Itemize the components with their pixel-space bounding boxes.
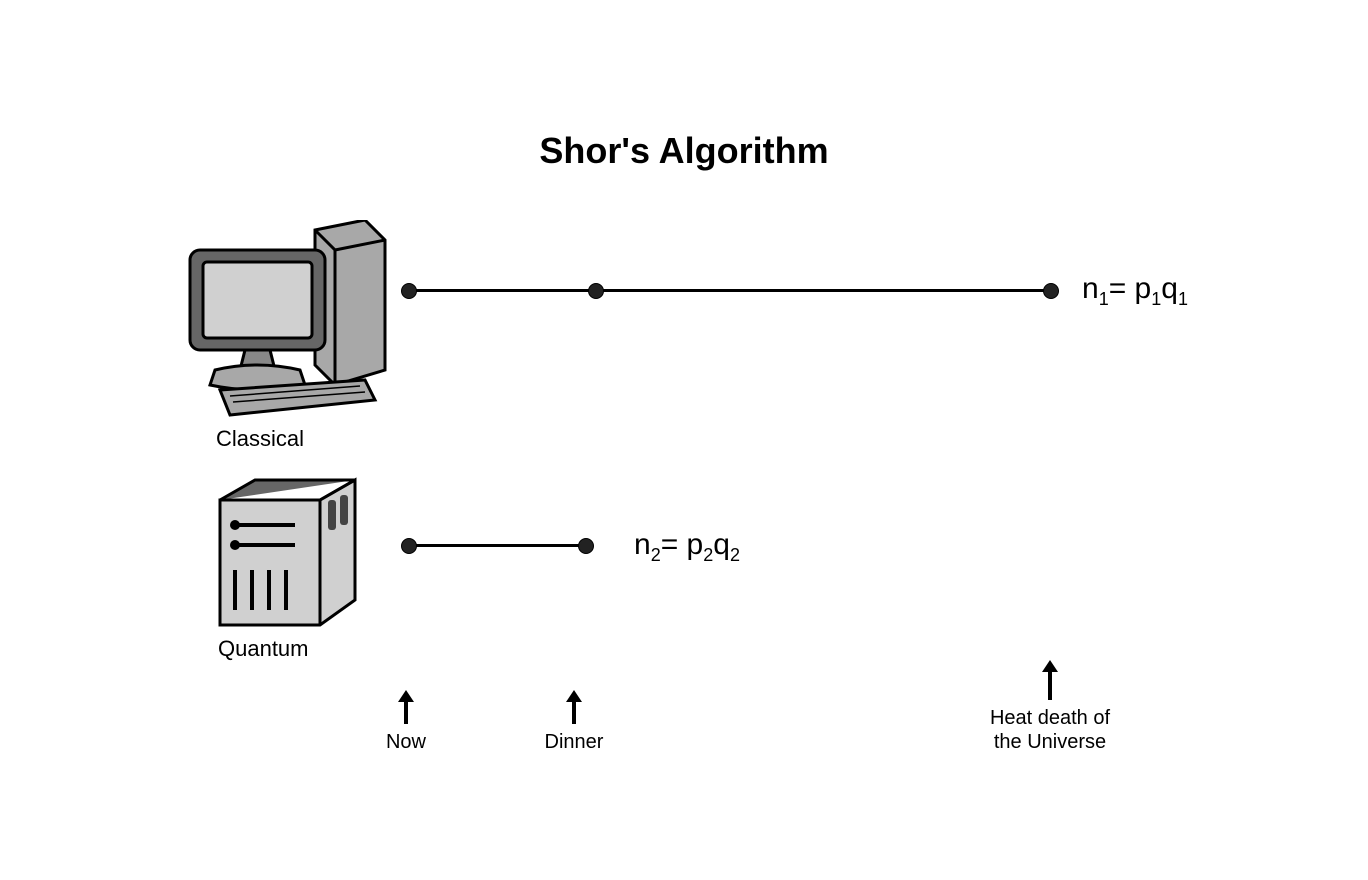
up-arrow-icon bbox=[1040, 660, 1060, 700]
marker-heatdeath: Heat death of the Universe bbox=[960, 660, 1140, 754]
classical-label: Classical bbox=[216, 426, 304, 452]
classical-timeline-dot-mid bbox=[588, 283, 604, 299]
marker-now: Now bbox=[366, 690, 446, 754]
quantum-timeline-bar bbox=[408, 544, 585, 547]
classical-computer-icon bbox=[175, 220, 395, 420]
marker-heatdeath-label: Heat death of the Universe bbox=[960, 706, 1140, 754]
quantum-label: Quantum bbox=[218, 636, 309, 662]
classical-timeline-bar bbox=[408, 289, 1050, 292]
quantum-computer-icon bbox=[210, 470, 360, 630]
up-arrow-icon bbox=[564, 690, 584, 724]
diagram-stage: Shor's Algorithm Classical n1= p1q1 bbox=[0, 0, 1368, 880]
marker-dinner: Dinner bbox=[524, 690, 624, 754]
classical-equation: n1= p1q1 bbox=[1082, 272, 1188, 310]
marker-dinner-label: Dinner bbox=[524, 730, 624, 754]
quantum-equation: n2= p2q2 bbox=[634, 528, 740, 566]
diagram-title: Shor's Algorithm bbox=[0, 130, 1368, 172]
classical-timeline-dot-end bbox=[1043, 283, 1059, 299]
up-arrow-icon bbox=[396, 690, 416, 724]
classical-timeline-dot-start bbox=[401, 283, 417, 299]
quantum-timeline-dot-start bbox=[401, 538, 417, 554]
marker-now-label: Now bbox=[366, 730, 446, 754]
quantum-timeline-dot-end bbox=[578, 538, 594, 554]
